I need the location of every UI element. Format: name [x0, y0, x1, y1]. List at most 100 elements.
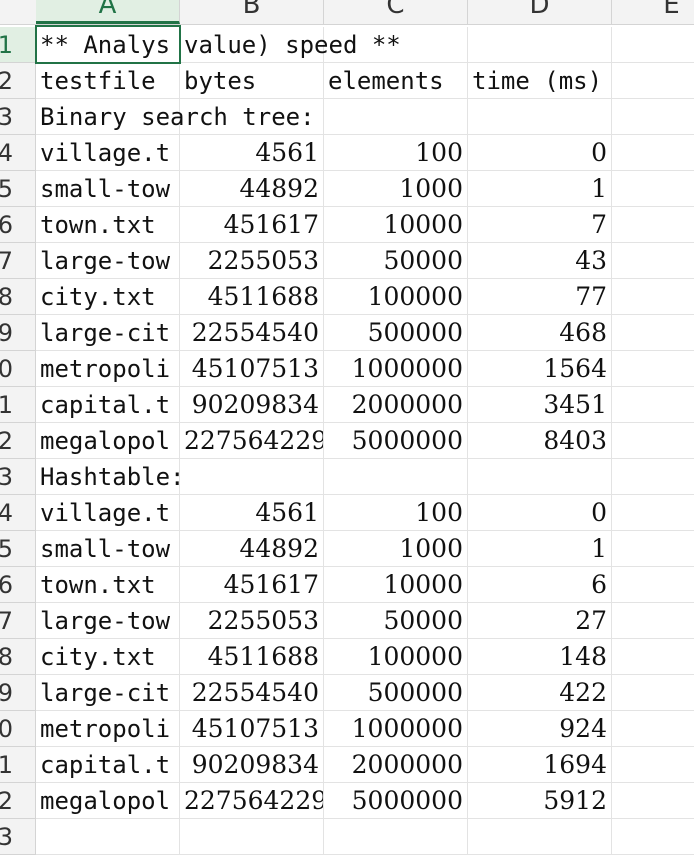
- cell-c6[interactable]: 10000: [324, 207, 468, 243]
- row-header[interactable]: 3: [0, 819, 36, 855]
- cell-d14[interactable]: 0: [468, 495, 612, 531]
- cell-c19[interactable]: 500000: [324, 675, 468, 711]
- cell-c11[interactable]: 2000000: [324, 387, 468, 423]
- row-header[interactable]: 8: [0, 279, 36, 315]
- cell-c7[interactable]: 50000: [324, 243, 468, 279]
- cell-e15[interactable]: [612, 531, 694, 567]
- cell-b13[interactable]: [180, 459, 324, 495]
- cell-d12[interactable]: 8403: [468, 423, 612, 459]
- cell-c12[interactable]: 5000000: [324, 423, 468, 459]
- row-header[interactable]: 6: [0, 207, 36, 243]
- cell-b20[interactable]: 45107513: [180, 711, 324, 747]
- cell-b16[interactable]: 451617: [180, 567, 324, 603]
- row-header[interactable]: 7: [0, 603, 36, 639]
- cell-b3[interactable]: [180, 99, 324, 135]
- cell-c13[interactable]: [324, 459, 468, 495]
- cell-d17[interactable]: 27: [468, 603, 612, 639]
- cell-d6[interactable]: 7: [468, 207, 612, 243]
- cell-e22[interactable]: [612, 783, 694, 819]
- cell-e13[interactable]: [612, 459, 694, 495]
- cell-d11[interactable]: 3451: [468, 387, 612, 423]
- cell-a4[interactable]: village.t: [36, 135, 180, 171]
- cell-c16[interactable]: 10000: [324, 567, 468, 603]
- cell-e7[interactable]: [612, 243, 694, 279]
- cell-c21[interactable]: 2000000: [324, 747, 468, 783]
- row-header[interactable]: 9: [0, 675, 36, 711]
- cell-c5[interactable]: 1000: [324, 171, 468, 207]
- cell-a11[interactable]: capital.t: [36, 387, 180, 423]
- select-all-corner[interactable]: [0, 0, 37, 24]
- cell-a13[interactable]: Hashtable:: [36, 459, 185, 495]
- row-header[interactable]: 1: [0, 387, 36, 423]
- row-header[interactable]: 5: [0, 531, 36, 567]
- row-header[interactable]: 5: [0, 171, 36, 207]
- row-header[interactable]: 6: [0, 567, 36, 603]
- cell-d5[interactable]: 1: [468, 171, 612, 207]
- cell-c3[interactable]: [324, 99, 468, 135]
- cell-b4[interactable]: 4561: [180, 135, 324, 171]
- cell-b17[interactable]: 2255053: [180, 603, 324, 639]
- cell-a3[interactable]: Binary search tree:: [36, 99, 315, 135]
- cell-b8[interactable]: 4511688: [180, 279, 324, 315]
- cell-d3[interactable]: [468, 99, 612, 135]
- cell-a14[interactable]: village.t: [36, 495, 180, 531]
- cell-b22[interactable]: 227564229: [180, 783, 324, 819]
- column-header-b[interactable]: B: [180, 0, 324, 24]
- cell-b6[interactable]: 451617: [180, 207, 324, 243]
- row-header[interactable]: 1: [0, 27, 36, 63]
- cell-a20[interactable]: metropoli: [36, 711, 180, 747]
- cell-e5[interactable]: [612, 171, 694, 207]
- column-header-a[interactable]: A: [36, 0, 180, 24]
- cell-b18[interactable]: 4511688: [180, 639, 324, 675]
- cell-e12[interactable]: [612, 423, 694, 459]
- cell-b10[interactable]: 45107513: [180, 351, 324, 387]
- cell-d13[interactable]: [468, 459, 612, 495]
- cell-a23[interactable]: [36, 819, 180, 855]
- cell-a21[interactable]: capital.t: [36, 747, 180, 783]
- cell-b14[interactable]: 4561: [180, 495, 324, 531]
- cell-c15[interactable]: 1000: [324, 531, 468, 567]
- cell-e8[interactable]: [612, 279, 694, 315]
- cell-c22[interactable]: 5000000: [324, 783, 468, 819]
- cell-b23[interactable]: [180, 819, 324, 855]
- cell-e20[interactable]: [612, 711, 694, 747]
- row-header[interactable]: 4: [0, 135, 36, 171]
- cell-a9[interactable]: large-cit: [36, 315, 180, 351]
- cell-a19[interactable]: large-cit: [36, 675, 180, 711]
- cell-e9[interactable]: [612, 315, 694, 351]
- cell-d10[interactable]: 1564: [468, 351, 612, 387]
- cell-c1[interactable]: [324, 27, 468, 63]
- cell-a22[interactable]: megalopol: [36, 783, 180, 819]
- row-header[interactable]: 9: [0, 315, 36, 351]
- cell-c20[interactable]: 1000000: [324, 711, 468, 747]
- cell-a6[interactable]: town.txt: [36, 207, 180, 243]
- column-header-c[interactable]: C: [324, 0, 468, 24]
- row-header[interactable]: 0: [0, 351, 36, 387]
- cell-e1[interactable]: [612, 27, 694, 63]
- cell-a5[interactable]: small-tow: [36, 171, 180, 207]
- cell-e6[interactable]: [612, 207, 694, 243]
- cell-e14[interactable]: [612, 495, 694, 531]
- cell-e4[interactable]: [612, 135, 694, 171]
- cell-d8[interactable]: 77: [468, 279, 612, 315]
- cell-c8[interactable]: 100000: [324, 279, 468, 315]
- cell-d19[interactable]: 422: [468, 675, 612, 711]
- cell-d22[interactable]: 5912: [468, 783, 612, 819]
- cell-b11[interactable]: 90209834: [180, 387, 324, 423]
- cell-b2[interactable]: bytes: [180, 63, 324, 99]
- cell-a7[interactable]: large-tow: [36, 243, 180, 279]
- cell-e11[interactable]: [612, 387, 694, 423]
- cell-e10[interactable]: [612, 351, 694, 387]
- column-header-d[interactable]: D: [468, 0, 612, 24]
- cell-d15[interactable]: 1: [468, 531, 612, 567]
- cell-c17[interactable]: 50000: [324, 603, 468, 639]
- cell-a18[interactable]: city.txt: [36, 639, 180, 675]
- row-header[interactable]: 3: [0, 459, 36, 495]
- cell-c10[interactable]: 1000000: [324, 351, 468, 387]
- cell-c9[interactable]: 500000: [324, 315, 468, 351]
- cell-e17[interactable]: [612, 603, 694, 639]
- cell-e19[interactable]: [612, 675, 694, 711]
- cell-b12[interactable]: 227564229: [180, 423, 324, 459]
- cell-b7[interactable]: 2255053: [180, 243, 324, 279]
- cell-a8[interactable]: city.txt: [36, 279, 180, 315]
